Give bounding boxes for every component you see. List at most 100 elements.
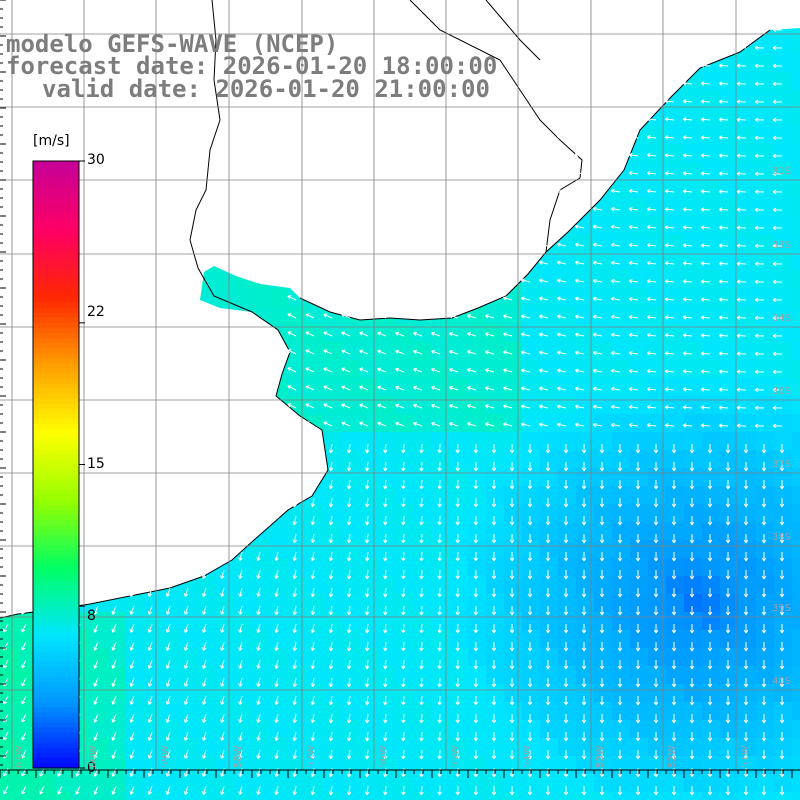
wind-arrow bbox=[413, 385, 423, 391]
colorbar-swatch bbox=[33, 676, 79, 683]
wind-arrow bbox=[328, 515, 334, 526]
field-cell bbox=[90, 702, 108, 720]
wind-arrow bbox=[346, 623, 352, 634]
wind-arrow bbox=[491, 443, 497, 454]
wind-arrow bbox=[556, 152, 567, 157]
colorbar-swatch bbox=[33, 545, 79, 552]
field-cell bbox=[684, 396, 702, 414]
wind-arrow bbox=[592, 80, 603, 86]
wind-arrow bbox=[664, 351, 675, 356]
field-cell bbox=[576, 630, 594, 648]
wind-arrow bbox=[328, 497, 334, 508]
field-cell bbox=[756, 90, 774, 108]
field-cell bbox=[450, 522, 468, 540]
wind-arrow bbox=[736, 423, 747, 428]
colorbar-swatch bbox=[33, 449, 79, 455]
wind-arrow bbox=[700, 405, 711, 410]
colorbar-swatch bbox=[33, 444, 79, 450]
wind-arrow bbox=[574, 116, 585, 121]
wind-arrow bbox=[165, 641, 171, 651]
field-cell bbox=[522, 720, 540, 738]
wind-arrow bbox=[689, 606, 695, 616]
wind-arrow bbox=[653, 498, 659, 508]
wind-arrow bbox=[574, 134, 585, 139]
wind-arrow bbox=[328, 533, 334, 544]
field-cell bbox=[522, 468, 540, 486]
field-cell bbox=[684, 162, 702, 180]
wind-arrow bbox=[628, 80, 639, 86]
colorbar-swatch bbox=[33, 732, 79, 739]
field-cell bbox=[648, 540, 666, 558]
field-cell bbox=[666, 144, 684, 162]
wind-arrow bbox=[736, 387, 747, 392]
wind-arrow bbox=[455, 533, 460, 544]
field-cell bbox=[504, 576, 522, 594]
field-cell bbox=[396, 792, 414, 800]
field-cell bbox=[594, 270, 612, 288]
colorbar-swatch bbox=[33, 464, 79, 471]
field-cell bbox=[90, 666, 108, 684]
field-cell bbox=[594, 216, 612, 234]
wind-arrow bbox=[491, 479, 497, 490]
wind-arrow bbox=[646, 44, 657, 50]
field-cell bbox=[396, 432, 414, 450]
wind-arrow bbox=[617, 606, 623, 616]
wind-arrow bbox=[682, 225, 693, 230]
colorbar-swatch bbox=[33, 302, 79, 309]
field-cell bbox=[702, 378, 720, 396]
field-cell bbox=[414, 558, 432, 576]
field-cell bbox=[612, 702, 630, 720]
colorbar-swatch bbox=[33, 555, 79, 562]
field-cell bbox=[378, 684, 396, 702]
field-cell bbox=[360, 792, 378, 800]
wind-arrow bbox=[743, 462, 749, 472]
wind-arrow bbox=[664, 27, 675, 32]
wind-arrow bbox=[305, 385, 315, 391]
field-cell bbox=[486, 666, 504, 684]
wind-arrow bbox=[754, 63, 765, 69]
wind-arrow bbox=[129, 623, 135, 633]
field-cell bbox=[360, 468, 378, 486]
field-cell bbox=[648, 396, 666, 414]
wind-arrow bbox=[581, 552, 587, 562]
field-cell bbox=[252, 612, 270, 630]
field-cell bbox=[756, 612, 774, 630]
field-cell bbox=[414, 684, 432, 702]
field-cell bbox=[684, 342, 702, 360]
field-cell bbox=[504, 324, 522, 342]
field-cell bbox=[684, 594, 702, 612]
field-cell bbox=[36, 792, 54, 800]
field-cell bbox=[198, 684, 216, 702]
field-cell bbox=[288, 558, 306, 576]
wind-arrow bbox=[617, 516, 623, 526]
colorbar-swatch bbox=[33, 277, 79, 283]
field-cell bbox=[234, 774, 252, 792]
colorbar-swatch bbox=[33, 252, 79, 258]
wind-arrow bbox=[772, 261, 783, 267]
field-cell bbox=[558, 324, 576, 342]
wind-arrow bbox=[556, 206, 567, 211]
field-cell bbox=[522, 306, 540, 324]
wind-arrow bbox=[563, 588, 569, 598]
field-cell bbox=[432, 774, 450, 792]
field-cell bbox=[792, 576, 800, 594]
wind-arrow bbox=[664, 45, 675, 50]
field-cell bbox=[342, 540, 360, 558]
wind-arrow bbox=[538, 260, 549, 265]
field-cell bbox=[792, 414, 800, 432]
field-cell bbox=[792, 702, 800, 720]
field-cell bbox=[612, 720, 630, 738]
colorbar-swatch bbox=[33, 418, 79, 425]
land-mask bbox=[0, 0, 771, 619]
field-cell bbox=[720, 360, 738, 378]
wind-arrow bbox=[628, 116, 639, 122]
wind-arrow bbox=[743, 498, 749, 508]
field-cell bbox=[432, 648, 450, 666]
wind-arrow bbox=[455, 623, 460, 634]
field-cell bbox=[576, 612, 594, 630]
field-cell bbox=[468, 630, 486, 648]
field-cell bbox=[270, 720, 288, 738]
wind-arrow bbox=[754, 351, 765, 357]
field-cell bbox=[558, 432, 576, 450]
wind-arrow bbox=[383, 587, 388, 598]
